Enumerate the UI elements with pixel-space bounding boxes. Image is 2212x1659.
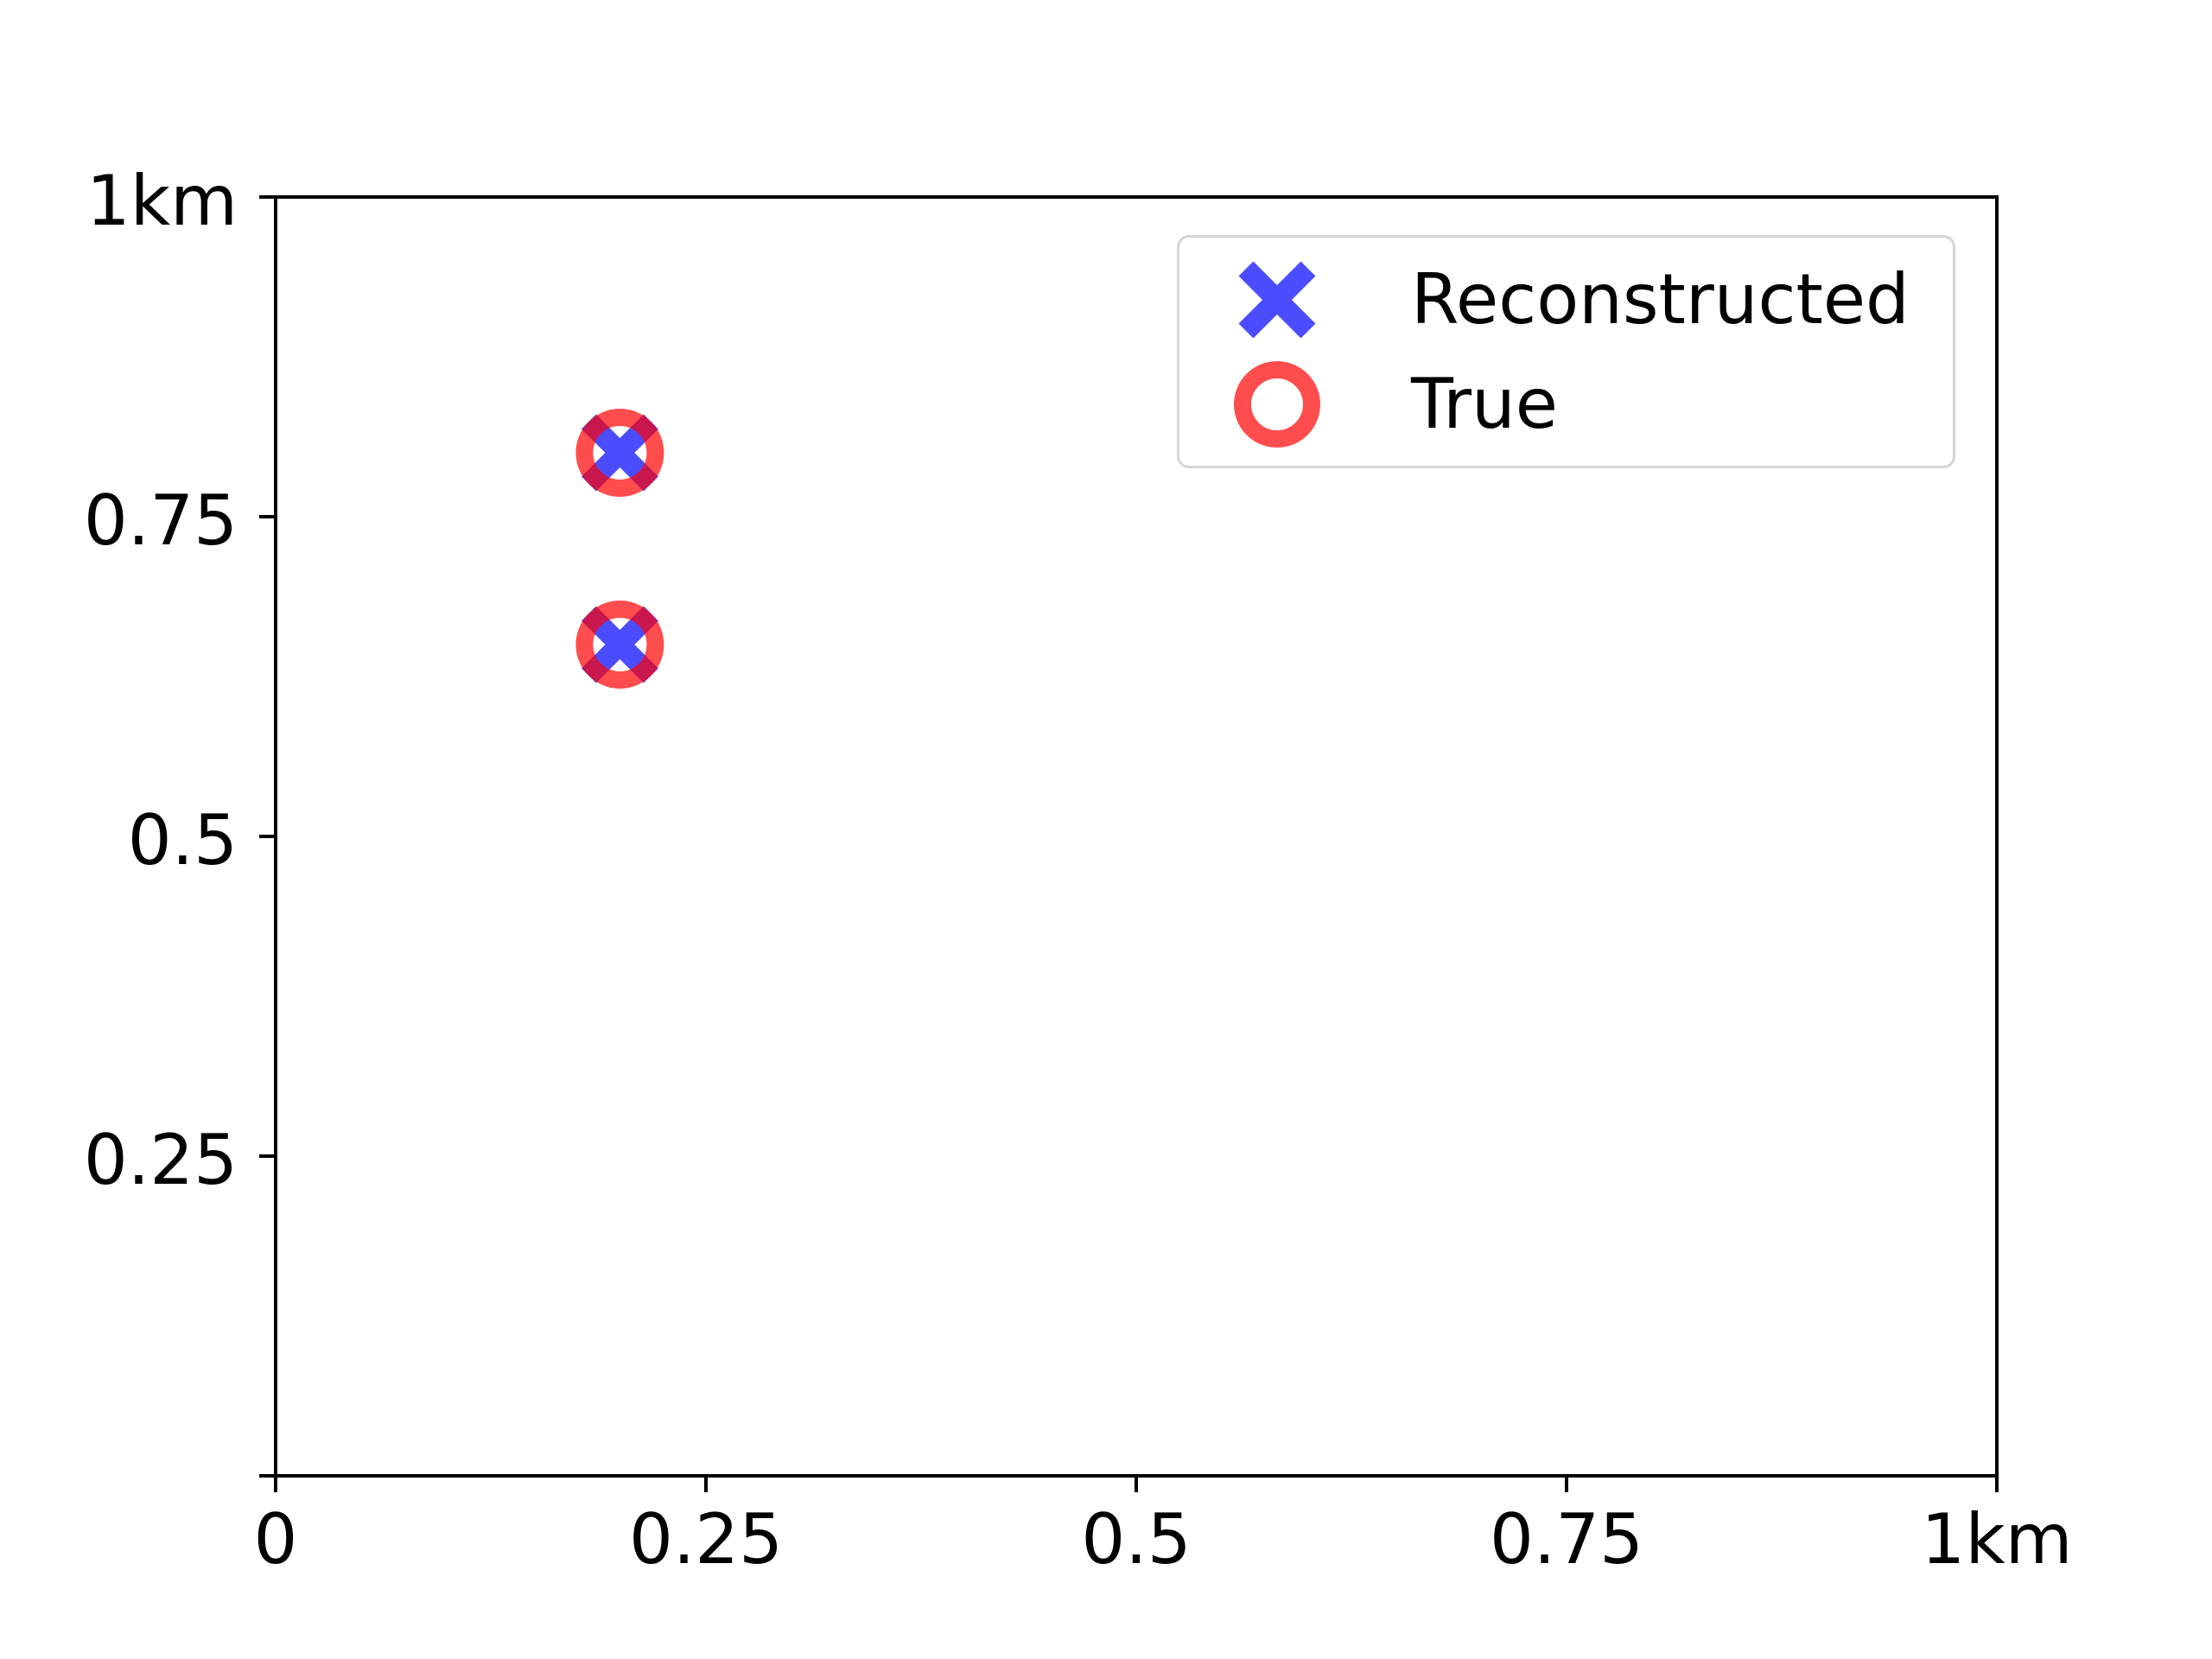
y-tick-label: 1km bbox=[86, 161, 238, 241]
legend-label-reconstructed: Reconstructed bbox=[1411, 258, 1910, 340]
x-tick-label: 0 bbox=[253, 1499, 298, 1580]
legend-item-reconstructed: Reconstructed bbox=[1234, 257, 1953, 343]
legend-item-true: True bbox=[1234, 360, 1953, 448]
tick-marks bbox=[259, 195, 1999, 1492]
x-tick-label: 0.25 bbox=[628, 1499, 784, 1580]
x-tick-label: 0.75 bbox=[1489, 1499, 1644, 1580]
legend-label-true: True bbox=[1411, 363, 1558, 444]
data-markers bbox=[575, 409, 664, 689]
x-tick-label: 0.5 bbox=[1081, 1499, 1192, 1580]
y-tick-label: 0.75 bbox=[83, 480, 238, 561]
plot-area-spines bbox=[274, 195, 1999, 1478]
circle-marker-icon bbox=[1234, 360, 1320, 448]
scatter-point-circle bbox=[575, 409, 664, 497]
y-tick-label: 0.5 bbox=[127, 800, 238, 880]
x-tick-label: 1km bbox=[1921, 1499, 2073, 1580]
scatter-point-circle bbox=[575, 601, 664, 689]
y-tick-label: 0.25 bbox=[83, 1120, 238, 1200]
legend: Reconstructed True bbox=[1177, 235, 1955, 468]
x-marker-icon bbox=[1238, 261, 1316, 338]
